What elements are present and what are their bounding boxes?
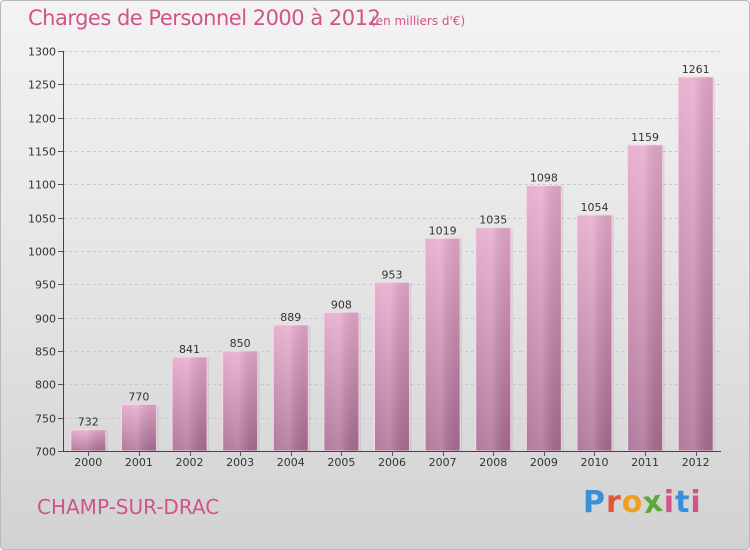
- x-tick-label: 2002: [176, 456, 204, 469]
- x-tick-label: 2012: [682, 456, 710, 469]
- y-tick-label: 950: [35, 279, 56, 292]
- data-label: 841: [179, 343, 200, 356]
- data-label: 953: [382, 268, 403, 281]
- bar-sheen: [121, 404, 157, 451]
- chart-subtitle: (en milliers d'€): [371, 14, 466, 28]
- y-tick-label: 700: [35, 446, 56, 459]
- bars-layer: 732 770 841 850 889 908 953 1019 1035 1098 1054 115…: [70, 63, 716, 452]
- proxiti-logo[interactable]: Proxiti: [583, 483, 702, 522]
- data-label: 1035: [479, 214, 507, 227]
- bar-sheen: [172, 357, 208, 451]
- x-tick-label: 2001: [125, 456, 153, 469]
- bar-sheen: [273, 325, 309, 451]
- bar-sheen: [678, 77, 714, 451]
- bar-sheen: [627, 145, 663, 451]
- axis-layer: 700 750 800 850 900 950 1000 1050 1100 1150 1200 12…: [28, 46, 721, 469]
- y-tick-label: 850: [35, 346, 56, 359]
- y-tick-label: 1300: [28, 46, 56, 59]
- bar-sheen: [222, 351, 258, 451]
- y-tick-label: 750: [35, 413, 56, 426]
- x-tick-label: 2011: [631, 456, 659, 469]
- x-tick-label: 2003: [226, 456, 254, 469]
- y-tick-label: 1200: [28, 113, 56, 126]
- bar-sheen: [70, 429, 106, 451]
- data-label: 1159: [631, 131, 659, 144]
- data-label: 1054: [580, 201, 608, 214]
- x-tick-label: 2000: [74, 456, 102, 469]
- data-label: 770: [128, 390, 149, 403]
- bar-sheen: [475, 227, 511, 451]
- bar-sheen: [425, 238, 461, 451]
- bar-sheen: [576, 215, 612, 451]
- chart-title: Charges de Personnel 2000 à 2012: [28, 6, 381, 30]
- y-tick-label: 1000: [28, 246, 56, 259]
- y-tick-label: 1150: [28, 146, 56, 159]
- x-tick-label: 2009: [530, 456, 558, 469]
- data-label: 1098: [530, 172, 558, 185]
- data-label: 1019: [429, 224, 457, 237]
- bar-sheen: [526, 185, 562, 451]
- x-tick-label: 2005: [327, 456, 355, 469]
- x-tick-label: 2008: [479, 456, 507, 469]
- x-tick-label: 2007: [429, 456, 457, 469]
- x-tick-label: 2006: [378, 456, 406, 469]
- data-label: 889: [280, 311, 301, 324]
- y-tick-label: 900: [35, 313, 56, 326]
- data-label: 908: [331, 298, 352, 311]
- y-tick-label: 1100: [28, 179, 56, 192]
- data-label: 732: [78, 416, 99, 429]
- y-tick-label: 1050: [28, 213, 56, 226]
- x-tick-label: 2004: [277, 456, 305, 469]
- y-tick-label: 800: [35, 379, 56, 392]
- bar-sheen: [323, 312, 359, 451]
- commune-name: CHAMP-SUR-DRAC: [37, 495, 220, 519]
- bar-sheen: [374, 282, 410, 451]
- data-label: 850: [230, 337, 251, 350]
- y-tick-label: 1250: [28, 79, 56, 92]
- data-label: 1261: [682, 63, 710, 76]
- x-tick-label: 2010: [580, 456, 608, 469]
